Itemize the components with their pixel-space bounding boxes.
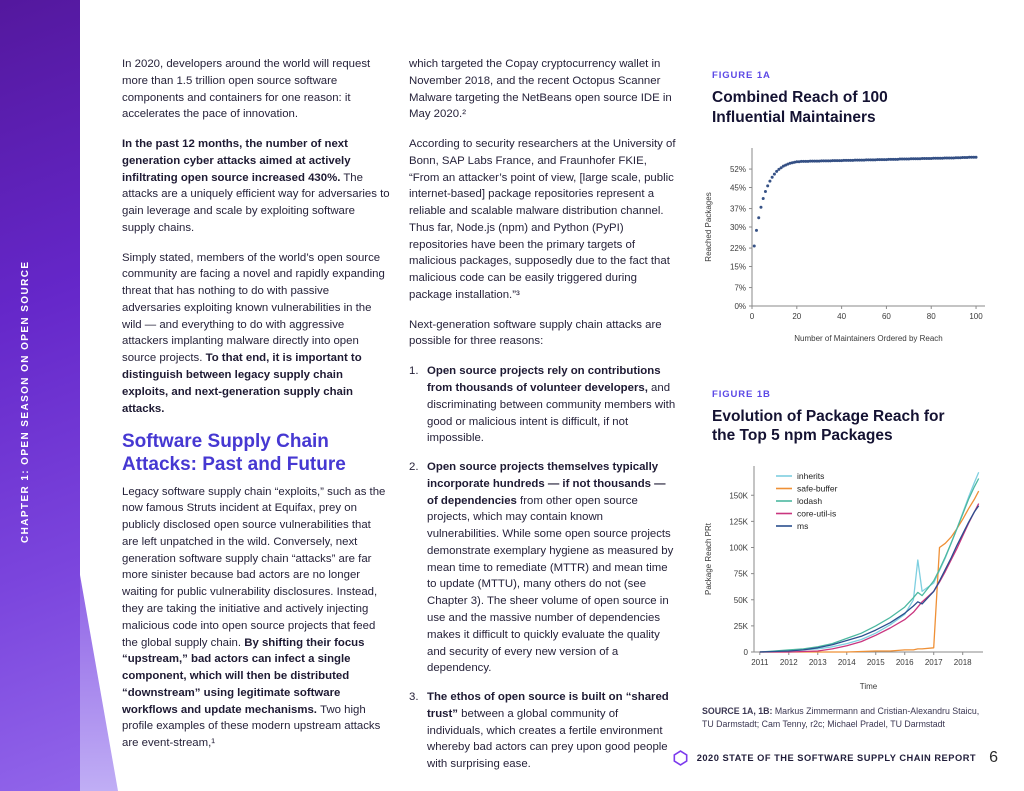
chapter-sidebar-band [0,0,80,791]
figure-1b-line-chart: 0 25K 50K 75K 100K 125K 150K 2011 2012 2013 2014 20… [700,456,1000,699]
paragraph: which targeted the Copay cryptocurrency … [409,58,672,121]
sonatype-hexagon-icon [673,750,688,766]
svg-text:15%: 15% [730,262,746,271]
paragraph: In 2020, developers around the world wil… [122,58,371,121]
list-item-text: Open source projects themselves typicall… [427,461,674,675]
section-heading: Software Supply Chain Attacks: Past and … [122,431,346,476]
svg-text:core-util-is: core-util-is [797,509,836,519]
svg-text:7%: 7% [734,283,746,292]
svg-text:Time: Time [860,682,878,691]
text-column-1: In 2020, developers around the world wil… [122,56,390,765]
figure-1a-title: Combined Reach of 100 Influential Mainta… [712,89,888,126]
svg-text:20: 20 [792,312,801,321]
svg-text:125K: 125K [729,518,748,527]
svg-text:2012: 2012 [780,658,798,667]
list-item-text: The ethos of open source is built on “sh… [427,691,669,771]
svg-text:52%: 52% [730,165,746,174]
svg-text:Reached Packages: Reached Packages [704,192,713,261]
list-item: 3. The ethos of open source is built on … [409,689,677,773]
list-item-number: 3. [409,691,419,704]
svg-text:2016: 2016 [896,658,914,667]
svg-text:2018: 2018 [954,658,972,667]
svg-text:25K: 25K [734,622,749,631]
paragraph: In the past 12 months, the number of nex… [122,138,390,234]
figure-1b-title: Evolution of Package Reach for the Top 5… [712,407,945,445]
svg-text:0%: 0% [734,302,746,311]
svg-text:100: 100 [969,312,983,321]
figure-source-note: SOURCE 1A, 1B: Markus Zimmermann and Cri… [702,706,980,729]
svg-text:100K: 100K [729,544,748,553]
svg-text:lodash: lodash [797,496,822,506]
svg-text:2014: 2014 [838,658,856,667]
page-footer: 2020 STATE OF THE SOFTWARE SUPPLY CHAIN … [673,749,998,767]
svg-text:37%: 37% [730,204,746,213]
chapter-vertical-label: CHAPTER 1: OPEN SEASON ON OPEN SOURCE [20,260,31,544]
svg-text:0: 0 [750,312,755,321]
svg-text:2015: 2015 [867,658,885,667]
page-number: 6 [989,749,998,766]
svg-text:45%: 45% [730,183,746,192]
list-item-number: 2. [409,461,419,474]
svg-text:safe-buffer: safe-buffer [797,484,838,494]
figure-1a-scatter-chart: 0% 7% 15% 22% 30% 37% 45% 52% 0 20 40 60 80 100 Number… [700,138,1000,351]
svg-text:150K: 150K [729,492,748,501]
svg-text:60: 60 [882,312,891,321]
footer-report-title: 2020 STATE OF THE SOFTWARE SUPPLY CHAIN … [696,753,977,763]
svg-text:inherits: inherits [797,471,824,481]
text-column-2: which targeted the Copay cryptocurrency … [409,56,677,785]
figures-column: FIGURE 1A Combined Reach of 100 Influent… [700,70,1000,730]
list-item-text: Open source projects rely on contributio… [427,365,676,445]
list-item: 1. Open source projects rely on contribu… [409,363,677,447]
paragraph: Legacy software supply chain “exploits,”… [122,485,386,750]
svg-text:2017: 2017 [925,658,943,667]
svg-text:Package Reach PRt: Package Reach PRt [704,523,713,596]
svg-text:50K: 50K [734,596,749,605]
paragraph: Next-generation software supply chain at… [409,318,662,348]
svg-text:30%: 30% [730,223,746,232]
svg-text:Number of Maintainers Ordered: Number of Maintainers Ordered by Reach [794,334,943,343]
svg-text:2013: 2013 [809,658,827,667]
svg-text:80: 80 [927,312,936,321]
svg-text:ms: ms [797,521,808,531]
svg-text:40: 40 [837,312,846,321]
list-item-number: 1. [409,365,419,378]
svg-text:22%: 22% [730,244,746,253]
svg-text:75K: 75K [734,570,749,579]
paragraph: According to security researchers at the… [409,138,676,301]
figure-1b-block: FIGURE 1B Evolution of Package Reach for… [700,389,1000,700]
figure-1a-label: FIGURE 1A [712,70,771,81]
svg-text:2011: 2011 [751,658,769,667]
svg-text:0: 0 [744,648,749,657]
list-item: 2. Open source projects themselves typic… [409,459,677,677]
paragraph: Simply stated, members of the world’s op… [122,251,385,415]
figure-1b-label: FIGURE 1B [712,388,771,400]
sidebar-accent-shape [80,575,118,791]
